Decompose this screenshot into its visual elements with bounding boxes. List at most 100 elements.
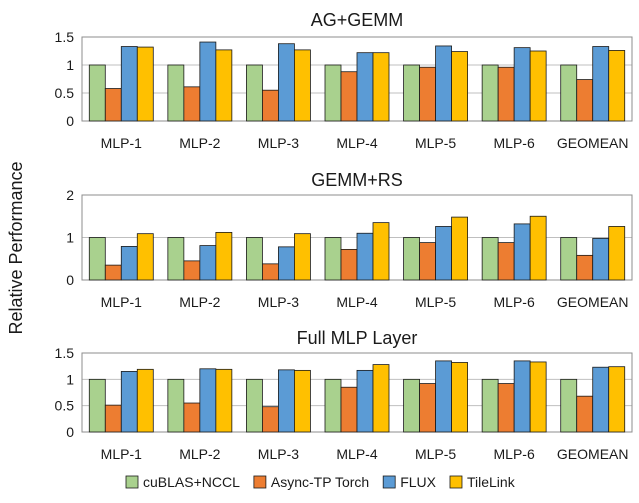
bar-async-tp-torch-mlp-5 bbox=[419, 242, 436, 281]
bar-async-tp-torch-mlp-3 bbox=[262, 89, 279, 122]
chart-panels: 0 0.5 1 1.5 AG+GEMM MLP-1 MLP-2 MLP-3 MLP-4 MLP-5… bbox=[55, 10, 633, 462]
bar-flux-mlp-3 bbox=[278, 246, 295, 281]
bar-tilelink-geomean bbox=[608, 50, 626, 122]
legend-swatch bbox=[253, 475, 267, 489]
bar-tilelink-mlp-2 bbox=[215, 231, 233, 281]
y-tick-label: 0 bbox=[66, 272, 74, 288]
bar-tilelink-mlp-1 bbox=[136, 368, 154, 433]
bar-tilelink-mlp-6 bbox=[529, 215, 547, 281]
bar-cublas-nccl-mlp-6 bbox=[481, 378, 499, 433]
bar-async-tp-torch-mlp-2 bbox=[183, 260, 201, 281]
bar-cublas-nccl-mlp-4 bbox=[324, 237, 342, 281]
category-label: MLP-5 bbox=[415, 294, 456, 310]
bar-async-tp-torch-geomean bbox=[576, 79, 594, 122]
legend: cuBLAS+NCCL Async-TP Torch FLUX TileLink bbox=[125, 474, 516, 490]
y-tick-label: 1 bbox=[66, 57, 74, 73]
bar-tilelink-mlp-1 bbox=[136, 46, 154, 122]
category-label: GEOMEAN bbox=[557, 135, 629, 151]
bar-tilelink-mlp-2 bbox=[215, 368, 233, 433]
bar-flux-mlp-5 bbox=[435, 45, 452, 122]
bar-async-tp-torch-mlp-1 bbox=[104, 404, 122, 433]
bar-flux-mlp-6 bbox=[513, 223, 531, 281]
panel-full-mlp-layer: 0 0.5 1 1.5 Full MLP Layer MLP-1 MLP-2 MLP-3 MLP… bbox=[55, 328, 633, 462]
category-label: MLP-3 bbox=[258, 135, 299, 151]
bar-async-tp-torch-mlp-5 bbox=[419, 383, 436, 433]
category-label: MLP-6 bbox=[494, 294, 535, 310]
legend-swatch bbox=[125, 475, 139, 489]
y-tick-label: 1 bbox=[66, 230, 74, 246]
bar-cublas-nccl-mlp-2 bbox=[167, 237, 185, 281]
legend-item-cublas-nccl: cuBLAS+NCCL bbox=[125, 474, 240, 490]
bar-cublas-nccl-mlp-1 bbox=[88, 378, 106, 433]
bar-async-tp-torch-geomean bbox=[576, 254, 594, 281]
y-tick-label: 0 bbox=[66, 424, 74, 440]
bar-async-tp-torch-mlp-1 bbox=[104, 88, 122, 122]
bar-flux-mlp-3 bbox=[278, 43, 295, 122]
bar-cublas-nccl-geomean bbox=[560, 64, 578, 122]
bar-cublas-nccl-geomean bbox=[560, 237, 578, 281]
bar-flux-mlp-2 bbox=[199, 41, 217, 122]
bar-tilelink-mlp-5 bbox=[451, 51, 468, 122]
panel-ag-gemm: 0 0.5 1 1.5 AG+GEMM MLP-1 MLP-2 MLP-3 MLP-4 MLP-5… bbox=[55, 10, 633, 151]
category-label: MLP-6 bbox=[494, 446, 535, 462]
bar-cublas-nccl-mlp-2 bbox=[167, 64, 185, 122]
bar-flux-mlp-5 bbox=[435, 360, 452, 433]
y-tick-label: 0 bbox=[66, 113, 74, 129]
category-label: MLP-4 bbox=[336, 294, 377, 310]
category-label: MLP-1 bbox=[101, 446, 142, 462]
bar-flux-mlp-1 bbox=[120, 46, 138, 122]
bar-tilelink-mlp-4 bbox=[372, 52, 390, 122]
bar-cublas-nccl-mlp-3 bbox=[246, 378, 263, 433]
bar-flux-mlp-2 bbox=[199, 245, 217, 281]
legend-swatch bbox=[449, 475, 463, 489]
bar-tilelink-mlp-5 bbox=[451, 362, 468, 433]
bar-cublas-nccl-mlp-6 bbox=[481, 237, 499, 281]
legend-swatch bbox=[382, 475, 396, 489]
bar-flux-mlp-4 bbox=[356, 52, 374, 122]
bar-cublas-nccl-mlp-5 bbox=[403, 378, 420, 433]
legend-item-flux: FLUX bbox=[382, 474, 437, 490]
category-label: MLP-4 bbox=[336, 135, 377, 151]
bar-cublas-nccl-mlp-4 bbox=[324, 64, 342, 122]
bar-cublas-nccl-mlp-4 bbox=[324, 378, 342, 433]
category-label: MLP-2 bbox=[179, 135, 220, 151]
bar-flux-mlp-5 bbox=[435, 226, 452, 281]
bar-async-tp-torch-mlp-6 bbox=[497, 242, 515, 281]
bar-cublas-nccl-mlp-1 bbox=[88, 64, 106, 122]
bar-async-tp-torch-mlp-6 bbox=[497, 66, 515, 122]
legend-item-tilelink: TileLink bbox=[449, 474, 516, 490]
bar-async-tp-torch-mlp-3 bbox=[262, 263, 279, 281]
category-label: MLP-5 bbox=[415, 135, 456, 151]
category-label: MLP-6 bbox=[494, 135, 535, 151]
category-label: MLP-5 bbox=[415, 446, 456, 462]
bar-tilelink-mlp-4 bbox=[372, 364, 390, 433]
category-label: MLP-1 bbox=[101, 294, 142, 310]
bar-tilelink-mlp-3 bbox=[294, 233, 311, 281]
bar-flux-mlp-4 bbox=[356, 369, 374, 433]
category-label: GEOMEAN bbox=[557, 294, 629, 310]
bar-tilelink-mlp-2 bbox=[215, 49, 233, 122]
y-tick-label: 1.5 bbox=[55, 345, 75, 361]
bar-flux-geomean bbox=[592, 46, 610, 122]
bar-cublas-nccl-mlp-1 bbox=[88, 237, 106, 281]
bar-async-tp-torch-mlp-3 bbox=[262, 406, 279, 433]
bar-flux-mlp-1 bbox=[120, 371, 138, 433]
panel-title: GEMM+RS bbox=[311, 170, 403, 190]
legend-label: TileLink bbox=[467, 474, 516, 490]
bar-tilelink-mlp-6 bbox=[529, 361, 547, 433]
bar-flux-mlp-6 bbox=[513, 360, 531, 433]
legend-item-async-tp-torch: Async-TP Torch bbox=[253, 474, 369, 490]
y-tick-label: 0.5 bbox=[55, 398, 75, 414]
bar-cublas-nccl-mlp-3 bbox=[246, 64, 263, 122]
y-tick-label: 0.5 bbox=[55, 85, 75, 101]
panel-title: AG+GEMM bbox=[311, 10, 404, 30]
bar-flux-mlp-6 bbox=[513, 47, 531, 122]
bar-tilelink-geomean bbox=[608, 226, 626, 281]
category-label: MLP-3 bbox=[258, 446, 299, 462]
bar-cublas-nccl-geomean bbox=[560, 378, 578, 433]
y-axis-label: Relative Performance bbox=[6, 161, 26, 334]
bar-async-tp-torch-mlp-5 bbox=[419, 66, 436, 122]
category-label: MLP-2 bbox=[179, 294, 220, 310]
